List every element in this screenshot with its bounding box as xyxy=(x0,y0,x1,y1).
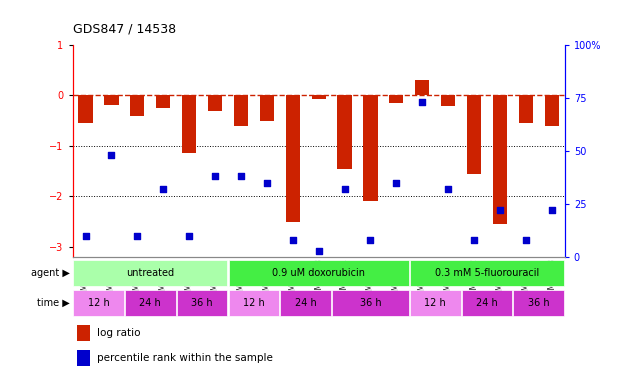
Text: 12 h: 12 h xyxy=(425,298,446,308)
Point xyxy=(210,173,220,179)
Bar xyxy=(519,96,533,123)
Text: 12 h: 12 h xyxy=(88,298,109,308)
Bar xyxy=(78,96,93,123)
Bar xyxy=(410,260,564,286)
Point xyxy=(288,237,298,243)
Bar xyxy=(125,290,175,316)
Bar xyxy=(78,350,90,366)
Bar xyxy=(73,260,227,286)
Text: GDS847 / 14538: GDS847 / 14538 xyxy=(73,22,175,36)
Point xyxy=(546,207,557,213)
Text: 24 h: 24 h xyxy=(295,298,317,308)
Bar xyxy=(312,96,326,99)
Bar xyxy=(78,325,90,341)
Bar xyxy=(441,96,456,105)
Bar xyxy=(545,96,559,126)
Bar xyxy=(104,96,119,105)
Bar xyxy=(514,290,564,316)
Point xyxy=(443,186,453,192)
Bar xyxy=(156,96,170,108)
Bar xyxy=(260,96,274,121)
Point xyxy=(81,232,91,238)
Bar xyxy=(410,290,461,316)
Point xyxy=(262,180,272,186)
Bar xyxy=(228,260,409,286)
Bar xyxy=(182,96,196,153)
Bar xyxy=(208,96,222,111)
Point xyxy=(314,248,324,254)
Bar xyxy=(280,290,331,316)
Bar xyxy=(493,96,507,224)
Point xyxy=(184,232,194,238)
Point xyxy=(469,237,479,243)
Bar xyxy=(177,290,227,316)
Bar xyxy=(73,290,124,316)
Text: 0.3 mM 5-fluorouracil: 0.3 mM 5-fluorouracil xyxy=(435,268,539,278)
Point xyxy=(391,180,401,186)
Bar xyxy=(338,96,351,169)
Text: 24 h: 24 h xyxy=(476,298,498,308)
Point xyxy=(365,237,375,243)
Point xyxy=(339,186,350,192)
Text: percentile rank within the sample: percentile rank within the sample xyxy=(97,353,273,363)
Text: 0.9 uM doxorubicin: 0.9 uM doxorubicin xyxy=(272,268,365,278)
Point xyxy=(521,237,531,243)
Text: log ratio: log ratio xyxy=(97,328,141,338)
Text: 36 h: 36 h xyxy=(360,298,381,308)
Text: untreated: untreated xyxy=(126,268,174,278)
Bar xyxy=(462,290,512,316)
Bar xyxy=(467,96,481,174)
Point xyxy=(495,207,505,213)
Point xyxy=(107,152,117,158)
Bar xyxy=(234,96,248,126)
Text: 24 h: 24 h xyxy=(139,298,161,308)
Text: 36 h: 36 h xyxy=(191,298,213,308)
Text: agent ▶: agent ▶ xyxy=(30,268,69,278)
Text: 12 h: 12 h xyxy=(243,298,265,308)
Point xyxy=(417,99,427,105)
Bar xyxy=(286,96,300,222)
Point xyxy=(133,232,143,238)
Text: time ▶: time ▶ xyxy=(37,298,69,308)
Bar xyxy=(130,96,144,116)
Point xyxy=(236,173,246,179)
Bar xyxy=(228,290,280,316)
Bar xyxy=(389,96,403,103)
Point xyxy=(158,186,168,192)
Bar xyxy=(415,80,429,96)
Bar xyxy=(363,96,377,201)
Text: 36 h: 36 h xyxy=(528,298,550,308)
Bar xyxy=(332,290,409,316)
